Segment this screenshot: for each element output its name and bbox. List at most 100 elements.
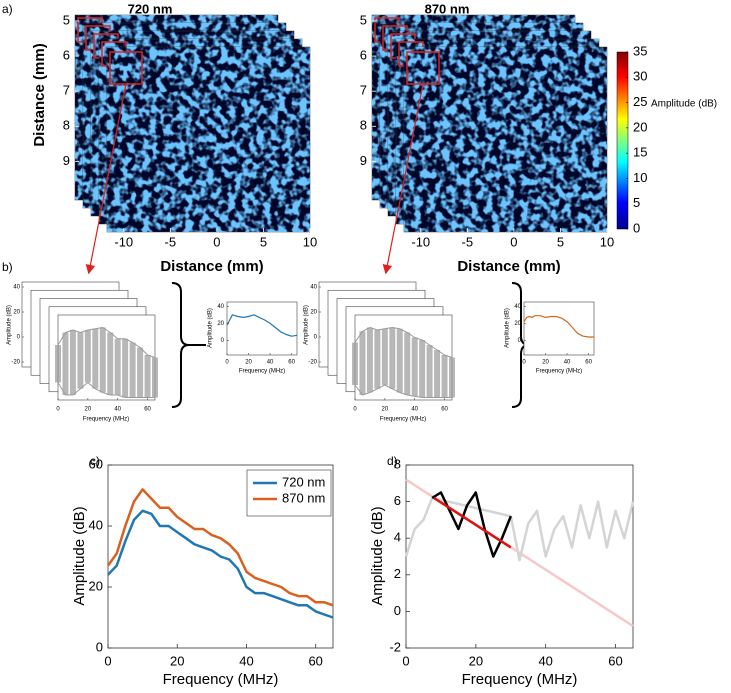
y-tick-label: 6	[63, 48, 70, 63]
legend-box	[246, 469, 332, 517]
y-tick-label: 20	[89, 578, 103, 593]
series-line	[106, 488, 334, 607]
x-tick-label: 20	[542, 360, 549, 366]
x-tick-label: -5	[462, 234, 474, 249]
y-tick-label: 40	[310, 285, 317, 291]
panel-label: a)	[2, 2, 13, 16]
y-tick-label: -2	[389, 639, 401, 654]
x-tick-label: 40	[239, 653, 253, 668]
y-axis-label: Distance (mm)	[31, 43, 48, 146]
x-tick-label: -10	[114, 234, 133, 249]
y-tick-label: 0	[394, 603, 401, 618]
y-tick-label: 7	[360, 83, 367, 98]
x-tick-label: 60	[608, 653, 622, 668]
y-tick-label: 40	[514, 304, 521, 310]
y-tick-label: 0	[96, 639, 103, 654]
y-tick-label: 6	[394, 493, 401, 508]
series-line	[226, 314, 298, 337]
y-tick-label: 0	[518, 338, 522, 344]
legend-label: 720 nm	[282, 474, 325, 489]
y-axis-label: Amplitude (dB)	[304, 305, 310, 345]
image-speckle	[404, 47, 607, 232]
colorbar-tick-label: 5	[633, 195, 640, 210]
y-tick-label: 8	[63, 118, 70, 133]
y-tick-label: 20	[217, 321, 224, 327]
series-line	[57, 382, 155, 398]
series-line	[433, 496, 512, 549]
y-tick-label: 5	[360, 12, 367, 27]
colorbar-tick-label: 35	[633, 43, 647, 58]
brace	[171, 282, 190, 408]
x-tick-label: 20	[170, 653, 184, 668]
y-tick-label: 40	[13, 285, 20, 291]
x-tick-label: 20	[469, 653, 483, 668]
x-tick-label: 20	[85, 407, 92, 413]
y-tick-label: 2	[394, 566, 401, 581]
y-axis-label: Amplitude (dB)	[505, 308, 511, 348]
colorbar-tick-label: 10	[633, 170, 647, 185]
x-tick-label: 10	[600, 234, 614, 249]
series-line	[523, 315, 594, 338]
x-tick-label: 40	[267, 360, 274, 366]
y-tick-label: 9	[360, 153, 367, 168]
x-axis-label: Frequency (MHz)	[239, 369, 285, 375]
series-line	[431, 491, 512, 558]
y-tick-label: 0	[17, 335, 21, 341]
colorbar-tick-label: 30	[633, 69, 647, 84]
y-tick-label: 0	[314, 335, 318, 341]
x-axis-label: Distance (mm)	[160, 258, 263, 275]
y-axis-label: Amplitude (dB)	[369, 506, 386, 605]
panel-label: b)	[2, 260, 13, 274]
y-tick-label: 6	[360, 48, 367, 63]
series-line	[107, 509, 334, 619]
x-axis-label: Frequency (MHz)	[380, 417, 426, 423]
x-tick-label: 60	[144, 407, 151, 413]
colorbar	[616, 51, 629, 230]
x-tick-label: 60	[308, 653, 322, 668]
x-tick-label: 20	[245, 360, 252, 366]
x-tick-label: 5	[557, 234, 564, 249]
y-tick-label: 8	[360, 118, 367, 133]
image-speckle	[107, 47, 310, 232]
x-axis-label: Frequency (MHz)	[536, 369, 582, 375]
y-tick-label: 0	[221, 338, 225, 344]
x-tick-label: 0	[104, 653, 111, 668]
y-tick-label: 20	[13, 310, 20, 316]
x-axis-label: Frequency (MHz)	[83, 417, 129, 423]
y-axis-label: Amplitude (dB)	[7, 305, 13, 345]
roi-arrow	[85, 83, 127, 275]
x-tick-label: 0	[353, 407, 357, 413]
panel-label: c)	[90, 454, 100, 468]
y-tick-label: 5	[63, 12, 70, 27]
x-tick-label: 60	[441, 407, 448, 413]
y-axis-label: Amplitude (dB)	[208, 308, 214, 348]
x-tick-label: 0	[522, 360, 526, 366]
x-tick-label: 20	[382, 407, 389, 413]
series-line	[57, 327, 156, 358]
plot-frame	[226, 301, 298, 356]
legend-label: 870 nm	[282, 490, 325, 505]
x-tick-label: 40	[564, 360, 571, 366]
y-tick-label: 4	[394, 530, 401, 545]
chart-title: 870 nm	[425, 1, 470, 16]
x-tick-label: -10	[411, 234, 430, 249]
x-tick-label: 0	[402, 653, 409, 668]
x-tick-label: -5	[165, 234, 177, 249]
colorbar-tick-label: 25	[633, 94, 647, 109]
y-tick-label: 9	[63, 153, 70, 168]
series-line	[354, 327, 453, 358]
x-tick-label: 0	[213, 234, 220, 249]
colorbar-tick-label: 15	[633, 145, 647, 160]
x-tick-label: 10	[303, 234, 317, 249]
y-tick-label: 7	[63, 83, 70, 98]
x-tick-label: 0	[510, 234, 517, 249]
series-line	[354, 384, 452, 398]
x-tick-label: 40	[538, 653, 552, 668]
y-tick-label: 20	[310, 310, 317, 316]
colorbar-label: Amplitude (dB)	[651, 99, 717, 110]
chart-title: 720 nm	[128, 1, 173, 16]
colorbar-tick-label: 0	[633, 220, 640, 235]
y-tick-label: 60	[89, 456, 103, 471]
